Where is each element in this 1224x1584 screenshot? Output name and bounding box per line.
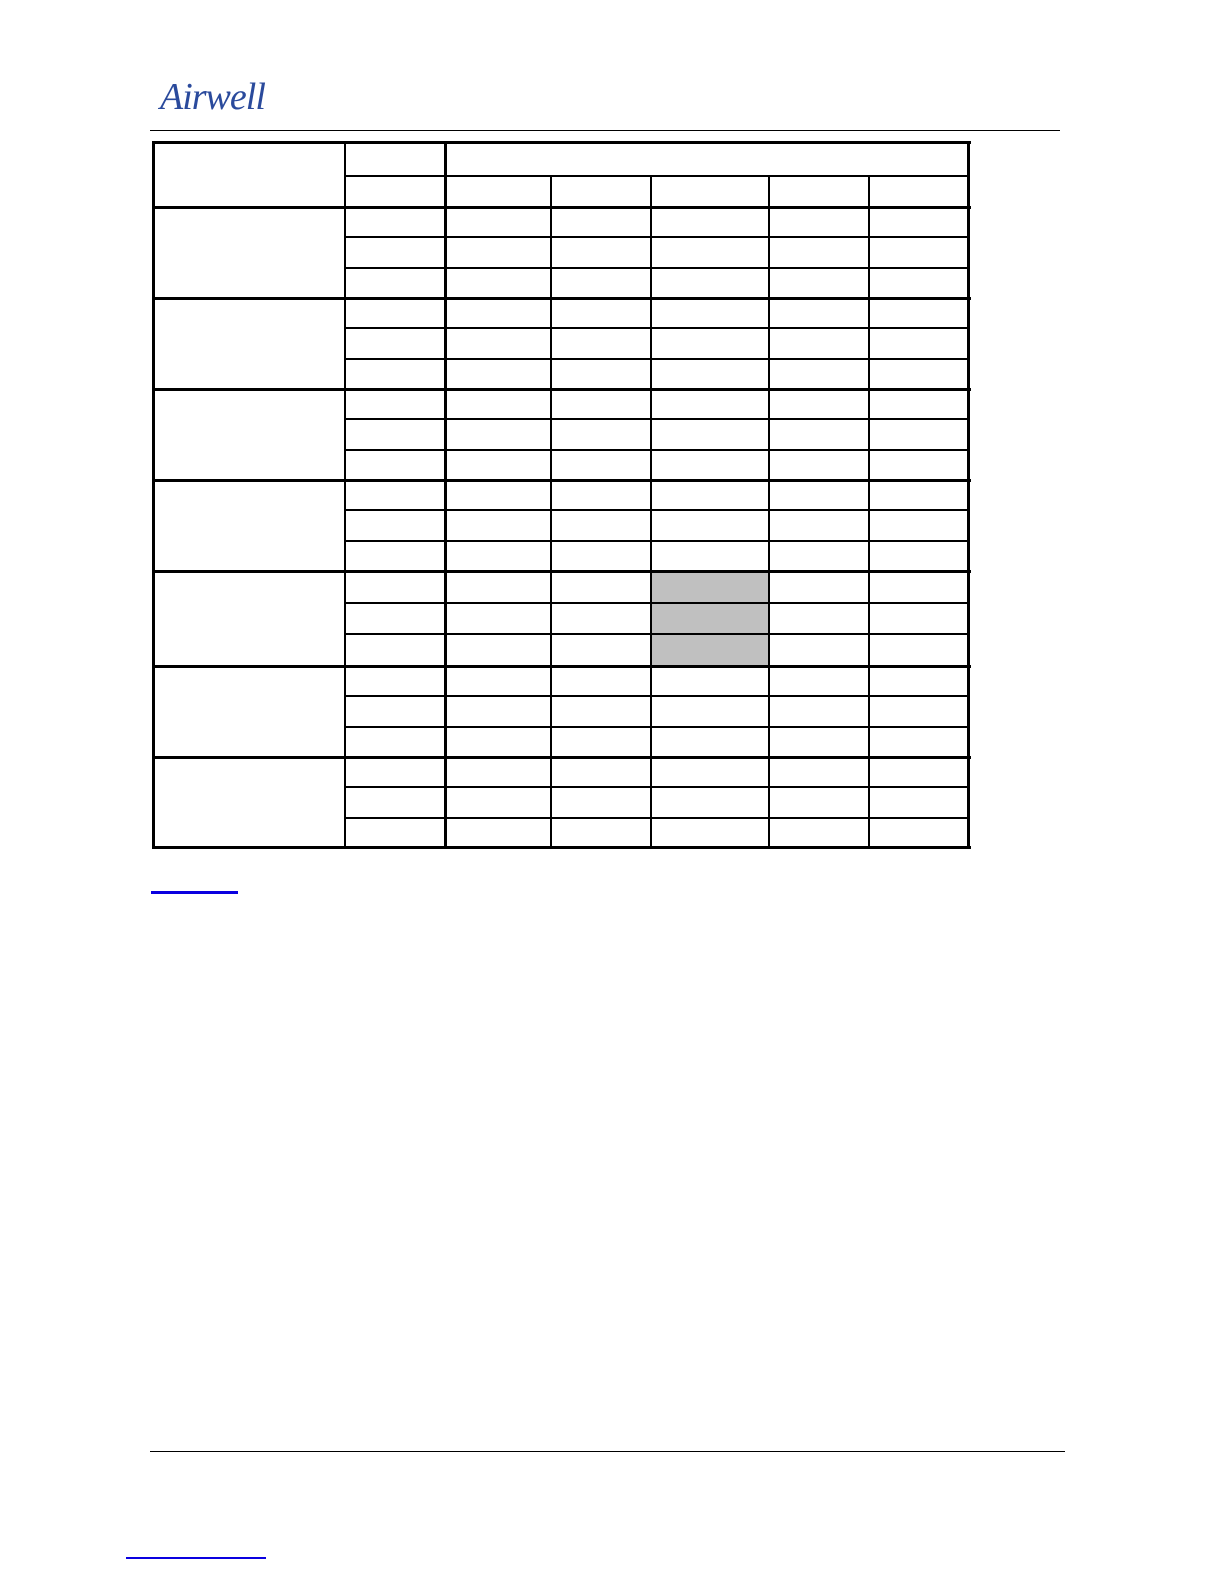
group-divider [153,297,971,300]
row-divider [345,358,969,360]
header-bottom-divider [153,206,971,209]
group-divider [153,756,971,759]
header-divider [345,175,969,177]
row-divider [345,786,969,788]
column-divider [444,141,447,849]
row-divider [345,327,969,329]
row-divider [345,602,969,604]
row-divider [345,267,969,269]
link-underline[interactable] [151,891,238,894]
column-divider [768,175,770,848]
row-divider [345,449,969,451]
column-divider [650,175,652,848]
row-divider [345,236,969,238]
airwell-logo: Airwell [160,76,266,118]
header-rule [150,130,1060,131]
table-border-top [153,141,971,144]
footer-link-underline[interactable] [126,1557,266,1559]
row-divider [345,695,969,697]
shaded-cell [651,571,769,666]
row-divider [345,509,969,511]
column-divider [868,175,870,848]
row-divider [345,633,969,635]
table-border-left [152,141,155,849]
row-divider [345,418,969,420]
table-border-bottom [153,846,971,849]
row-divider [345,726,969,728]
group-divider [153,570,971,573]
group-divider [153,388,971,391]
row-divider [345,817,969,819]
group-divider [153,665,971,668]
group-divider [153,479,971,482]
footer-rule [150,1451,1065,1452]
column-divider [344,141,346,849]
row-divider [345,540,969,542]
table-border-right [967,141,970,849]
column-divider [550,175,552,848]
